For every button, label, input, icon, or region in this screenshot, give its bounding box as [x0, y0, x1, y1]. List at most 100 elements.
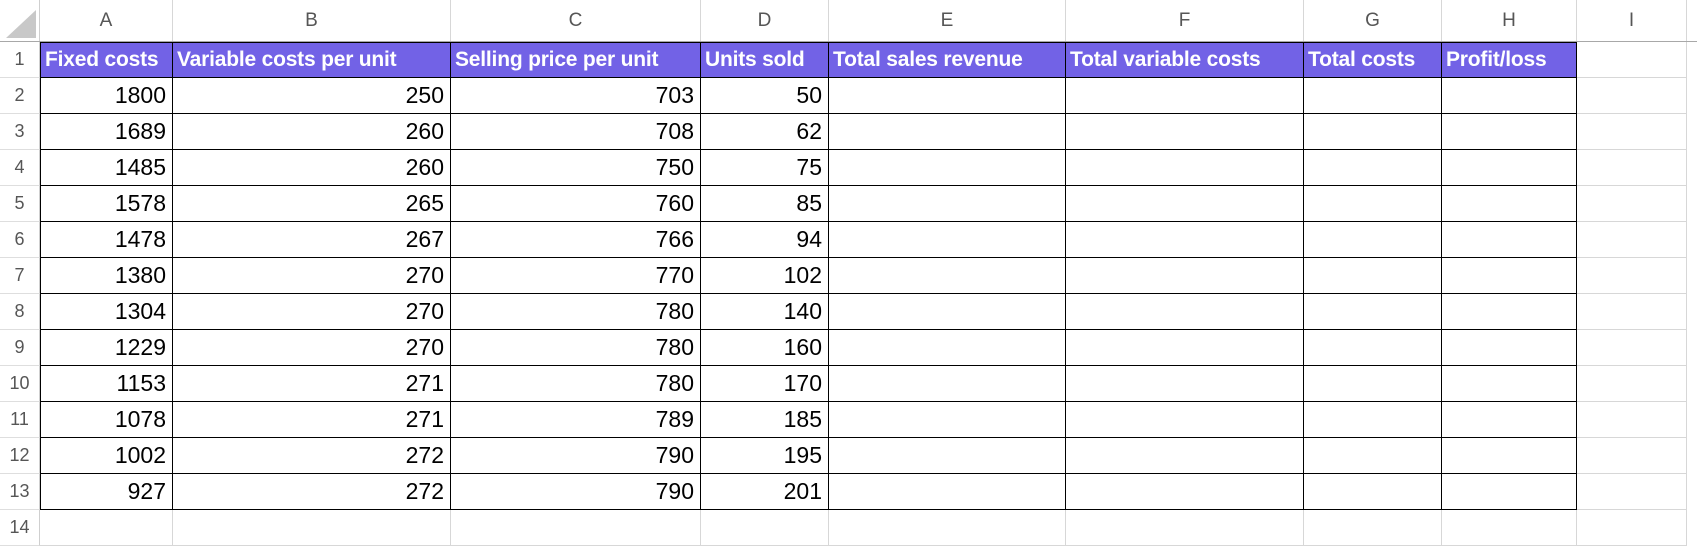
cell-G8[interactable]: [1304, 294, 1442, 330]
column-header-c[interactable]: C: [451, 0, 701, 41]
cell-G4[interactable]: [1304, 150, 1442, 186]
row-header-13[interactable]: 13: [0, 474, 40, 510]
cell-H13[interactable]: [1442, 474, 1577, 510]
row-header-7[interactable]: 7: [0, 258, 40, 294]
cell-B3[interactable]: 260: [173, 114, 451, 150]
cell-F4[interactable]: [1066, 150, 1304, 186]
cell-B2[interactable]: 250: [173, 78, 451, 114]
cell-E10[interactable]: [829, 366, 1066, 402]
cell-H6[interactable]: [1442, 222, 1577, 258]
cell-H7[interactable]: [1442, 258, 1577, 294]
cell-G12[interactable]: [1304, 438, 1442, 474]
cell-C3[interactable]: 708: [451, 114, 701, 150]
cell-C2[interactable]: 703: [451, 78, 701, 114]
cell-C6[interactable]: 766: [451, 222, 701, 258]
row-header-3[interactable]: 3: [0, 114, 40, 150]
cell-F7[interactable]: [1066, 258, 1304, 294]
cell-A10[interactable]: 1153: [40, 366, 173, 402]
cell-D13[interactable]: 201: [701, 474, 829, 510]
cell-H14[interactable]: [1442, 510, 1577, 546]
row-header-12[interactable]: 12: [0, 438, 40, 474]
cell-I5[interactable]: [1577, 186, 1687, 222]
cell-C14[interactable]: [451, 510, 701, 546]
row-header-6[interactable]: 6: [0, 222, 40, 258]
cell-I11[interactable]: [1577, 402, 1687, 438]
cell-I13[interactable]: [1577, 474, 1687, 510]
cell-G2[interactable]: [1304, 78, 1442, 114]
cell-A5[interactable]: 1578: [40, 186, 173, 222]
cell-F5[interactable]: [1066, 186, 1304, 222]
cell-I7[interactable]: [1577, 258, 1687, 294]
cell-C8[interactable]: 780: [451, 294, 701, 330]
cell-E8[interactable]: [829, 294, 1066, 330]
cell-F10[interactable]: [1066, 366, 1304, 402]
cell-B7[interactable]: 270: [173, 258, 451, 294]
cell-C9[interactable]: 780: [451, 330, 701, 366]
column-header-f[interactable]: F: [1066, 0, 1304, 41]
cell-D11[interactable]: 185: [701, 402, 829, 438]
cell-A4[interactable]: 1485: [40, 150, 173, 186]
header-cell-variable-costs-per-unit[interactable]: Variable costs per unit: [173, 42, 451, 78]
cell-H4[interactable]: [1442, 150, 1577, 186]
cell-G7[interactable]: [1304, 258, 1442, 294]
cell-G3[interactable]: [1304, 114, 1442, 150]
cell-H2[interactable]: [1442, 78, 1577, 114]
cell-E4[interactable]: [829, 150, 1066, 186]
cell-C11[interactable]: 789: [451, 402, 701, 438]
cell-I12[interactable]: [1577, 438, 1687, 474]
cell-E12[interactable]: [829, 438, 1066, 474]
row-header-2[interactable]: 2: [0, 78, 40, 114]
header-cell-selling-price-per-unit[interactable]: Selling price per unit: [451, 42, 701, 78]
row-header-11[interactable]: 11: [0, 402, 40, 438]
cell-D10[interactable]: 170: [701, 366, 829, 402]
cell-D4[interactable]: 75: [701, 150, 829, 186]
cell-A9[interactable]: 1229: [40, 330, 173, 366]
cell-C12[interactable]: 790: [451, 438, 701, 474]
cell-I1[interactable]: [1577, 42, 1687, 78]
select-all-corner[interactable]: [0, 0, 40, 41]
row-header-5[interactable]: 5: [0, 186, 40, 222]
cell-D2[interactable]: 50: [701, 78, 829, 114]
column-header-a[interactable]: A: [40, 0, 173, 41]
cell-A11[interactable]: 1078: [40, 402, 173, 438]
cell-E11[interactable]: [829, 402, 1066, 438]
cell-H12[interactable]: [1442, 438, 1577, 474]
column-header-e[interactable]: E: [829, 0, 1066, 41]
row-header-10[interactable]: 10: [0, 366, 40, 402]
cell-D7[interactable]: 102: [701, 258, 829, 294]
cell-B4[interactable]: 260: [173, 150, 451, 186]
cell-D8[interactable]: 140: [701, 294, 829, 330]
cell-H8[interactable]: [1442, 294, 1577, 330]
cell-C10[interactable]: 780: [451, 366, 701, 402]
cell-C4[interactable]: 750: [451, 150, 701, 186]
cell-H3[interactable]: [1442, 114, 1577, 150]
cell-C5[interactable]: 760: [451, 186, 701, 222]
cell-C13[interactable]: 790: [451, 474, 701, 510]
cell-B6[interactable]: 267: [173, 222, 451, 258]
cell-G6[interactable]: [1304, 222, 1442, 258]
header-cell-total-costs[interactable]: Total costs: [1304, 42, 1442, 78]
cell-B14[interactable]: [173, 510, 451, 546]
cell-B12[interactable]: 272: [173, 438, 451, 474]
cell-H5[interactable]: [1442, 186, 1577, 222]
cell-I3[interactable]: [1577, 114, 1687, 150]
cell-I14[interactable]: [1577, 510, 1687, 546]
cell-B8[interactable]: 270: [173, 294, 451, 330]
cell-F2[interactable]: [1066, 78, 1304, 114]
cell-I2[interactable]: [1577, 78, 1687, 114]
header-cell-total-variable-costs[interactable]: Total variable costs: [1066, 42, 1304, 78]
cell-F9[interactable]: [1066, 330, 1304, 366]
row-header-8[interactable]: 8: [0, 294, 40, 330]
cell-G14[interactable]: [1304, 510, 1442, 546]
cell-A14[interactable]: [40, 510, 173, 546]
cell-B11[interactable]: 271: [173, 402, 451, 438]
row-header-14[interactable]: 14: [0, 510, 40, 546]
cell-E6[interactable]: [829, 222, 1066, 258]
cell-A13[interactable]: 927: [40, 474, 173, 510]
cell-F14[interactable]: [1066, 510, 1304, 546]
column-header-h[interactable]: H: [1442, 0, 1577, 41]
cell-A2[interactable]: 1800: [40, 78, 173, 114]
cell-A8[interactable]: 1304: [40, 294, 173, 330]
cell-F3[interactable]: [1066, 114, 1304, 150]
cell-F6[interactable]: [1066, 222, 1304, 258]
